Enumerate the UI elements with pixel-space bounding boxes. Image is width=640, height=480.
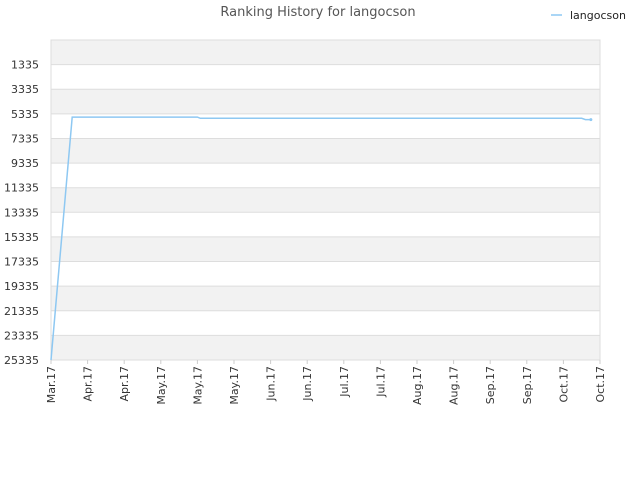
x-tick-label: Apr.17 (118, 366, 131, 402)
plot-band (51, 236, 600, 262)
y-tick-label: 13335 (4, 206, 39, 219)
plot-band (51, 187, 600, 213)
x-tick-label: Jul.17 (374, 366, 387, 398)
y-tick-label: 19335 (4, 280, 39, 293)
y-tick-label: 15335 (4, 231, 39, 244)
y-tick-label: 7335 (11, 132, 39, 145)
plot-bands (51, 40, 600, 360)
x-tick-label: Oct.17 (594, 366, 607, 403)
plot-frame (50, 39, 601, 361)
x-tick-label: Mar.17 (45, 366, 58, 403)
y-tick-label: 3335 (11, 83, 39, 96)
plot-band (51, 335, 600, 360)
x-tick-label: Sep.17 (521, 366, 534, 404)
x-tick-label: Oct.17 (557, 366, 570, 403)
y-tick-label: 17335 (4, 256, 39, 269)
y-tick-label: 11335 (4, 182, 39, 195)
plot-band (51, 64, 600, 90)
series-lines (50, 116, 593, 361)
x-tick-label: May.17 (228, 366, 241, 405)
x-tick-label: Aug.17 (411, 366, 424, 405)
plot-grid (50, 39, 601, 361)
chart-title: Ranking History for langocson (220, 5, 415, 20)
plot-band (51, 89, 600, 114)
series-line-langocson (50, 116, 591, 361)
y-tick-label: 25335 (4, 354, 39, 367)
plot-band (51, 163, 600, 188)
y-tick-label: 21335 (4, 305, 39, 318)
x-tick-label: Jun.17 (301, 366, 314, 402)
plot-band (51, 138, 600, 164)
x-axis-labels: Mar.17 Apr.17 Apr.17 May.17 May.17 May.17 Jun.… (45, 360, 607, 405)
x-tick-label: Jun.17 (265, 366, 278, 402)
x-tick-label: Sep.17 (484, 366, 497, 404)
series-end-point (589, 118, 593, 122)
plot-band (51, 310, 600, 336)
x-tick-label: May.17 (191, 366, 204, 405)
y-tick-label: 1335 (11, 59, 39, 72)
plot-band (51, 261, 600, 287)
plot-band (51, 40, 600, 65)
plot-band (51, 212, 600, 237)
x-tick-label: Aug.17 (448, 366, 461, 405)
legend[interactable]: langocson (551, 9, 626, 22)
plot-band (51, 286, 600, 311)
y-tick-label: 5335 (11, 108, 39, 121)
x-tick-label: Apr.17 (82, 366, 95, 402)
legend-label[interactable]: langocson (570, 9, 626, 22)
x-tick-label: Jul.17 (338, 366, 351, 398)
y-tick-label: 23335 (4, 329, 39, 342)
y-tick-label: 9335 (11, 157, 39, 170)
y-axis-labels: 1335 3335 5335 7335 9335 11335 13335 15335 17335… (4, 59, 39, 367)
x-tick-label: May.17 (155, 366, 168, 405)
